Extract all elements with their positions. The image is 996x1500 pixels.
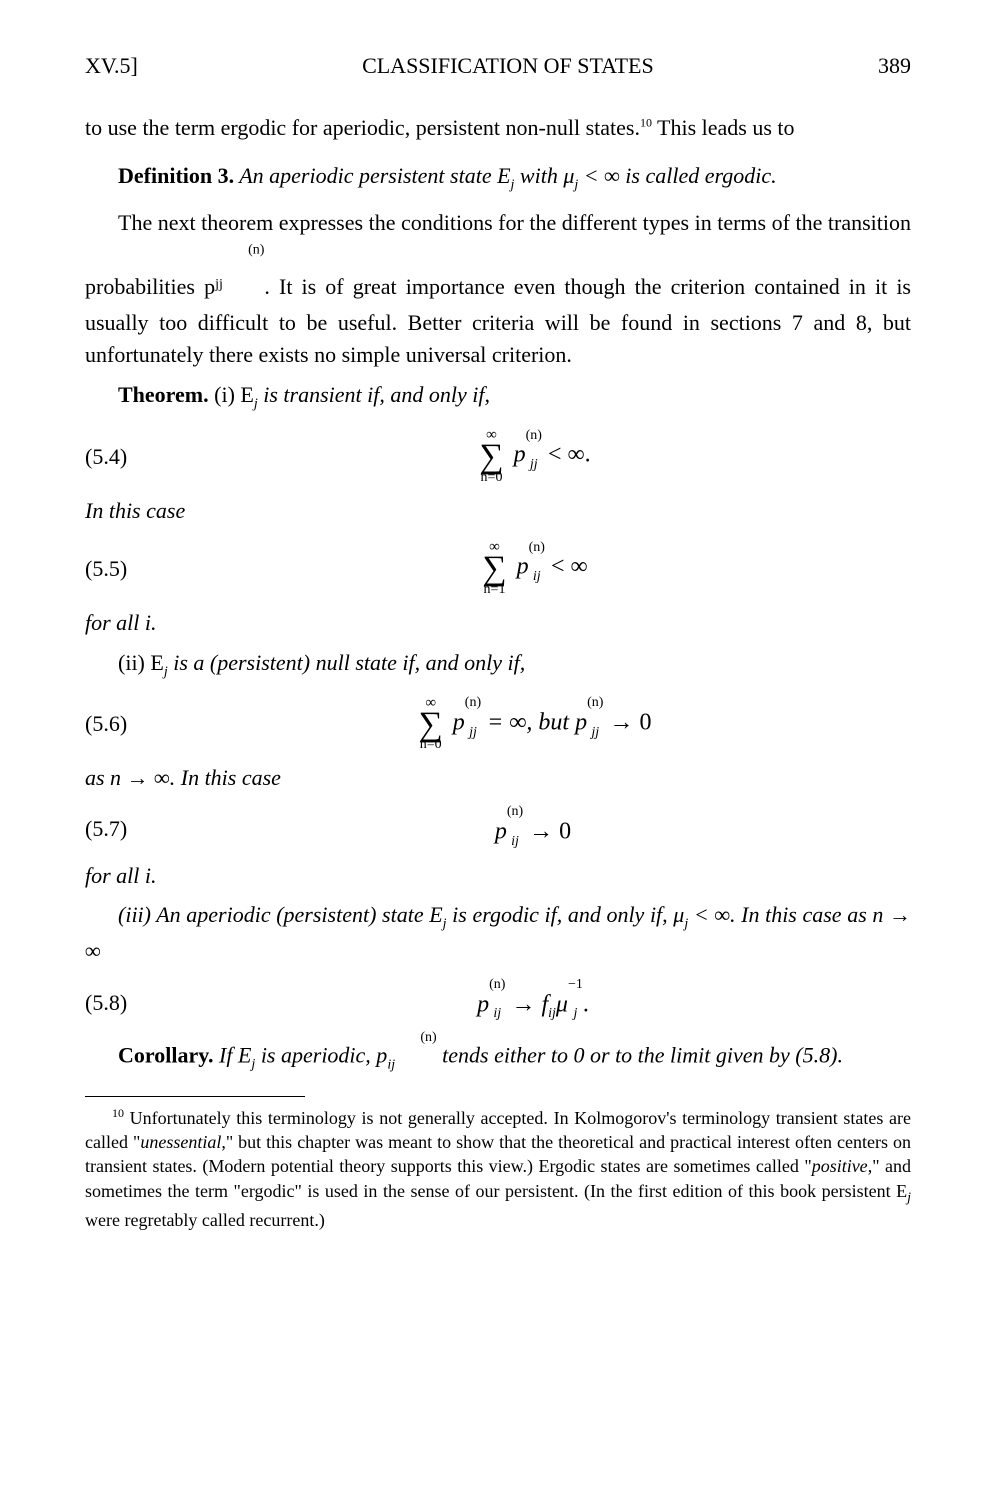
eq-body: ∞ ∑ n=0 p(n)jj = ∞, but p(n)jj → 0	[155, 696, 911, 752]
subscript: ij	[493, 1006, 501, 1021]
subscript: j	[907, 1190, 911, 1205]
definition-label: Definition 3.	[118, 163, 234, 188]
sum-lower: n=0	[481, 471, 503, 485]
text: is a (persistent) null state if, and onl…	[168, 650, 525, 675]
superscript: (n)	[489, 977, 505, 992]
subscript: ij	[511, 834, 519, 849]
sigma-icon: ∑	[482, 555, 506, 582]
subscript: ij	[533, 569, 541, 584]
text: is aperiodic, p	[255, 1043, 387, 1068]
text: unessential	[140, 1132, 221, 1152]
text: to use the term ergodic for aperiodic, p…	[85, 115, 640, 140]
corollary-label: Corollary.	[118, 1043, 214, 1068]
text: is transient if, and only if,	[258, 382, 490, 407]
subscript: jj	[530, 457, 538, 472]
equation-5-7: (5.7) p(n)ij → 0	[85, 808, 911, 849]
theorem-part-ii: (ii) Ej is a (persistent) null state if,…	[85, 647, 911, 683]
text: p	[477, 991, 489, 1017]
footnote-rule	[85, 1096, 305, 1097]
superscript: (n)	[529, 540, 545, 555]
subscript: jj	[215, 277, 223, 292]
text: were regretably called recurrent.)	[85, 1210, 325, 1230]
text: An aperiodic persistent state E	[234, 163, 510, 188]
text: (ii) E	[118, 650, 164, 675]
page: XV.5] CLASSIFICATION OF STATES 389 to us…	[0, 0, 996, 1500]
theorem-label: Theorem.	[118, 382, 209, 407]
text: → 0	[603, 710, 651, 736]
theorem-part-iii: (iii) An aperiodic (persistent) state Ej…	[85, 899, 911, 967]
subscript: j	[573, 1006, 577, 1021]
subscript: jj	[591, 725, 599, 740]
text: In this case	[85, 495, 911, 527]
text: < ∞	[545, 554, 588, 580]
superscript: (n)	[587, 695, 603, 710]
text: for all i.	[85, 607, 911, 639]
definition-3: Definition 3. An aperiodic persistent st…	[85, 160, 911, 196]
text: for all i.	[85, 860, 911, 892]
page-header: XV.5] CLASSIFICATION OF STATES 389	[85, 50, 911, 82]
equation-5-8: (5.8) p(n)ij → fijμ−1j.	[85, 981, 911, 1024]
equation-5-5: (5.5) ∞ ∑ n=1 p(n) ij < ∞	[85, 540, 911, 596]
text: (i) E	[209, 382, 254, 407]
section-number: XV.5]	[85, 50, 138, 82]
superscript: (n)	[420, 1030, 436, 1045]
text: This leads us to	[652, 115, 795, 140]
text: positive	[812, 1156, 868, 1176]
eq-label: (5.5)	[85, 553, 155, 585]
eq-label: (5.6)	[85, 708, 155, 740]
eq-label: (5.7)	[85, 813, 155, 845]
superscript: (n)	[465, 695, 481, 710]
subscript: jj	[469, 725, 477, 740]
footnote-ref: 10	[640, 116, 652, 130]
footnote-10: 10 Unfortunately this terminology is not…	[85, 1105, 911, 1233]
text: p	[514, 442, 526, 468]
paragraph: The next theorem expresses the condition…	[85, 207, 911, 370]
sum-lower: n=0	[420, 738, 442, 752]
theorem-part-i: Theorem. (i) Ej is transient if, and onl…	[85, 379, 911, 415]
text: < ∞ is called ergodic.	[578, 163, 776, 188]
text: μ	[556, 991, 568, 1017]
sigma-sum: ∞ ∑ n=0	[419, 696, 443, 752]
superscript: (n)	[507, 804, 523, 819]
eq-label: (5.8)	[85, 987, 155, 1019]
sigma-sum: ∞ ∑ n=0	[479, 428, 503, 484]
eq-label: (5.4)	[85, 441, 155, 473]
corollary: Corollary. If Ej is aperiodic, p(n)ij te…	[85, 1034, 911, 1075]
eq-body: p(n)ij → fijμ−1j.	[155, 981, 911, 1024]
text: as n → ∞. In this case	[85, 762, 911, 794]
text: (iii) An aperiodic (persistent) state E	[118, 902, 443, 927]
superscript: −1	[568, 977, 583, 992]
subscript: ij	[548, 1006, 556, 1021]
intro-paragraph: to use the term ergodic for aperiodic, p…	[85, 112, 911, 144]
equation-5-6: (5.6) ∞ ∑ n=0 p(n)jj = ∞, but p(n)jj → 0	[85, 696, 911, 752]
eq-body: ∞ ∑ n=0 p(n) jj < ∞.	[155, 428, 911, 484]
text: → f	[505, 991, 548, 1017]
text: with μ	[514, 163, 574, 188]
chapter-title: CLASSIFICATION OF STATES	[362, 50, 654, 82]
footnote-number: 10	[112, 1106, 124, 1120]
eq-body: p(n)ij → 0	[155, 808, 911, 849]
eq-body: ∞ ∑ n=1 p(n) ij < ∞	[155, 540, 911, 596]
sigma-icon: ∑	[419, 711, 443, 738]
text: is ergodic if, and only if, μ	[447, 902, 685, 927]
text: → 0	[523, 819, 571, 845]
equation-5-4: (5.4) ∞ ∑ n=0 p(n) jj < ∞.	[85, 428, 911, 484]
text: < ∞.	[542, 442, 591, 468]
text: p	[453, 710, 465, 736]
superscript: (n)	[526, 428, 542, 443]
sigma-icon: ∑	[479, 443, 503, 470]
sum-lower: n=1	[484, 583, 506, 597]
text: p	[495, 819, 507, 845]
text: .	[583, 991, 589, 1017]
text: p	[517, 554, 529, 580]
page-number: 389	[878, 50, 911, 82]
subscript: ij	[387, 1057, 395, 1072]
text: If E	[214, 1043, 252, 1068]
sigma-sum: ∞ ∑ n=1	[482, 540, 506, 596]
text: tends either to 0 or to the limit given …	[437, 1043, 843, 1068]
superscript: (n)	[248, 243, 264, 258]
text: = ∞, but p	[481, 710, 587, 736]
